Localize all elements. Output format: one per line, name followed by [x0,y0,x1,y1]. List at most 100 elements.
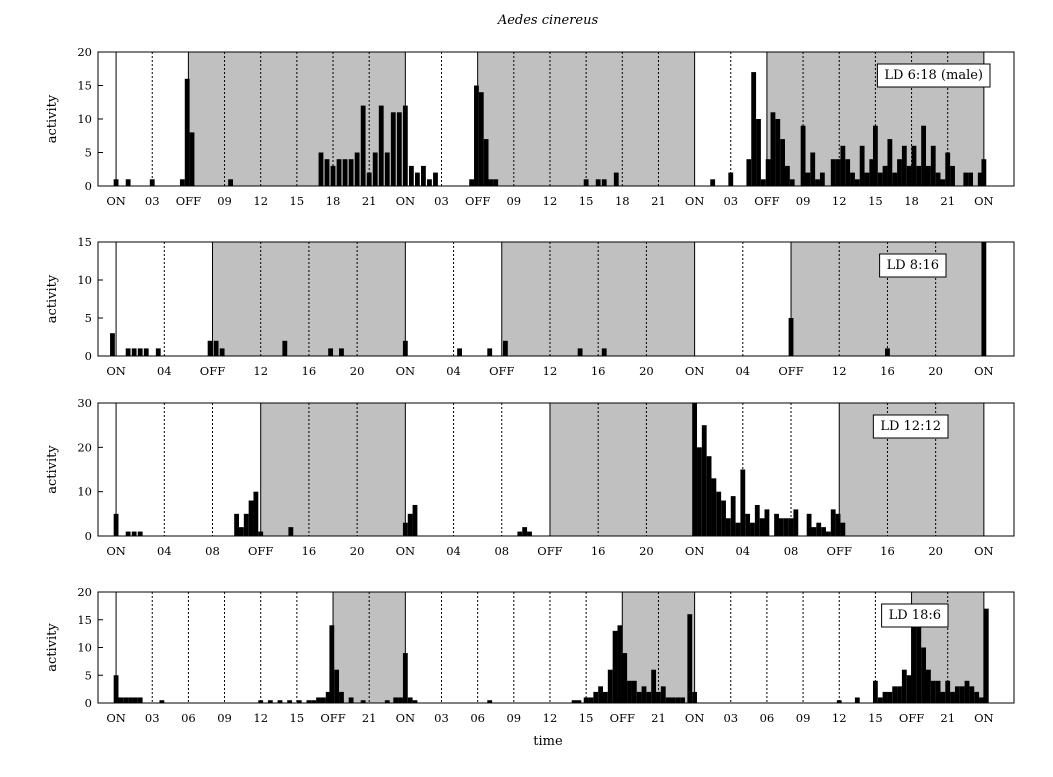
dark-period [549,403,695,536]
y-tick-label: 15 [77,613,92,627]
x-tick-label: 20 [350,544,365,558]
x-tick-label: 12 [832,711,847,725]
activity-bar [788,518,794,536]
activity-bar [974,691,980,703]
x-tick-label: 06 [470,711,485,725]
activity-bar [882,165,888,186]
activity-bar [754,504,760,536]
activity-bar [577,348,583,356]
x-tick-label: 09 [796,711,811,725]
activity-bar [324,159,330,186]
activity-bar [756,119,761,186]
activity-bar [728,172,734,186]
x-tick-label: 21 [940,711,955,725]
activity-bar [137,697,143,703]
activity-bar [288,527,294,536]
activity-bar [916,625,922,703]
activity-bar [716,491,722,536]
activity-bar [815,179,820,186]
x-tick-label: 03 [145,194,160,208]
activity-bar [670,697,676,703]
x-tick-label: 09 [217,194,232,208]
activity-bar [137,531,143,536]
x-tick-label: ON [685,544,705,558]
activity-bar [287,700,293,703]
activity-bar [402,653,408,703]
activity-bar [588,697,594,703]
x-tick-label: 12 [543,194,558,208]
activity-bar [118,697,124,703]
x-tick-label: 16 [880,364,895,378]
activity-bar [750,522,755,536]
activity-bar [583,179,589,186]
activity-bar [113,513,119,536]
activity-bar [840,522,846,536]
panel-1: 0 5 10 15 20 ON 03 OFF 09 12 15 18 21 ON 03 OFF 09 12 15 18… [45,45,1015,208]
activity-bar [378,105,384,186]
activity-bar [926,165,931,186]
activity-bar [979,697,984,703]
y-tick-label: 20 [77,440,92,454]
activity-bar [421,165,426,186]
activity-bar [348,159,354,186]
activity-bar [342,159,348,186]
activity-bar [887,691,893,703]
x-tick-label: 04 [446,364,461,378]
x-tick-label: 04 [446,544,461,558]
activity-bar [830,159,836,186]
legend-box [879,253,947,278]
activity-bar [131,348,137,356]
activity-bar [916,165,922,186]
x-tick-label: 09 [506,711,521,725]
activity-bar [583,697,589,703]
y-tick-label: 0 [85,696,92,710]
legend-label: LD 12:12 [880,419,941,434]
activity-bar [770,112,776,186]
x-tick-label: ON [106,544,126,558]
x-tick-label: 15 [290,194,305,208]
x-tick-label: 04 [735,544,750,558]
y-axis-label: activity [45,623,60,672]
x-tick-label: 16 [302,544,317,558]
x-tick-label: ON [396,194,416,208]
legend: LD 6:18 (male) [876,63,991,88]
x-tick-label: 12 [253,364,268,378]
activity-bar [159,700,165,703]
x-tick-label: 12 [832,194,847,208]
activity-bar [887,139,893,186]
activity-bar [885,348,890,356]
activity-bar [981,159,987,186]
activity-bar [179,179,185,186]
activity-bar [296,700,302,703]
activity-bar [778,518,784,536]
activity-bar [393,697,399,703]
x-tick-label: OFF [465,194,490,208]
activity-bar [687,614,693,703]
activity-bar [810,152,816,186]
activity-bar [892,686,898,703]
activity-bar [845,159,851,186]
x-tick-label: 08 [494,544,509,558]
y-tick-label: 10 [77,273,92,287]
activity-bar [593,691,599,703]
activity-bar [969,686,975,703]
activity-bar [825,531,831,536]
activity-bar [945,152,951,186]
activity-bar [759,518,765,536]
activity-bar [680,697,685,703]
x-tick-label: ON [396,544,416,558]
x-tick-label: 09 [506,194,521,208]
activity-bar [783,518,789,536]
activity-bar [334,669,340,703]
activity-bar [339,348,344,356]
activity-bar [800,125,806,186]
activity-bar [125,179,131,186]
activity-bar [603,691,608,703]
activity-bar [836,700,842,703]
x-tick-label: 21 [362,711,377,725]
activity-bar [963,172,969,186]
activity-bar [325,691,331,703]
activity-bar [816,522,822,536]
activity-bar [641,686,647,703]
activity-bar [911,145,917,186]
